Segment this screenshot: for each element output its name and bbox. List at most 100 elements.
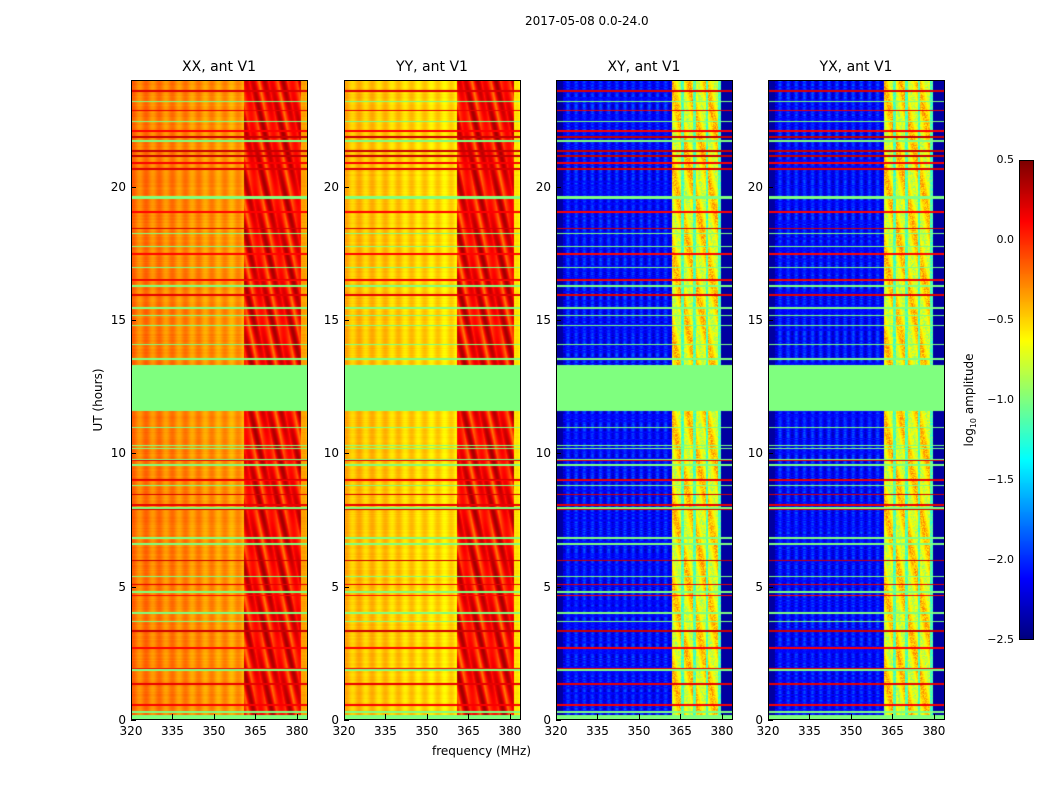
x-tick-label: 350 <box>202 724 226 738</box>
x-tick-label: 365 <box>669 724 692 738</box>
x-tick-mark <box>850 714 852 719</box>
x-tick-mark <box>213 714 215 719</box>
x-tick-label: 320 <box>332 724 356 738</box>
y-tick-mark <box>131 320 136 321</box>
x-tick-label: 350 <box>415 724 439 738</box>
colorbar-tick-label: −1.5 <box>987 473 1014 486</box>
panel-title: YY, ant V1 <box>396 59 468 75</box>
y-tick-mark <box>556 453 561 455</box>
y-tick-label: 0 <box>543 713 551 727</box>
x-tick-label: 335 <box>586 724 609 738</box>
heatmap-image <box>769 81 944 719</box>
x-tick-label: 320 <box>119 724 143 738</box>
x-tick-mark <box>296 714 298 719</box>
y-tick-mark <box>344 186 349 188</box>
x-tick-label: 380 <box>498 724 522 738</box>
y-tick-mark <box>556 586 561 588</box>
y-tick-label: 5 <box>118 579 126 594</box>
x-tick-label: 365 <box>244 724 267 738</box>
x-tick-mark <box>344 714 345 719</box>
y-tick-label: 10 <box>747 446 763 461</box>
panel-title: XY, ant V1 <box>607 59 681 75</box>
x-tick-mark <box>768 714 769 719</box>
y-tick-mark <box>768 453 773 455</box>
y-tick-mark <box>131 586 136 588</box>
colorbar-tick-label: −2.5 <box>987 633 1014 646</box>
y-tick-label: 0 <box>331 713 339 727</box>
x-tick-mark <box>597 714 599 719</box>
y-tick-mark <box>768 586 773 588</box>
x-tick-mark <box>509 714 511 719</box>
y-tick-mark <box>131 453 136 455</box>
x-tick-mark <box>680 714 682 719</box>
y-tick-label: 20 <box>110 179 126 194</box>
y-tick-mark <box>768 186 773 188</box>
x-tick-label: 320 <box>544 724 568 738</box>
y-tick-label: 20 <box>747 179 763 194</box>
y-tick-mark <box>556 320 561 321</box>
x-tick-mark <box>892 714 894 719</box>
y-tick-mark <box>344 320 349 321</box>
x-tick-label: 365 <box>881 724 904 738</box>
colorbar-label-sub: 10 <box>969 417 979 429</box>
y-tick-mark <box>556 186 561 188</box>
x-tick-label: 320 <box>756 724 780 738</box>
colorbar-label: log10 amplitude <box>962 354 978 447</box>
y-tick-label: 0 <box>755 713 763 727</box>
colorbar-label-log: log <box>961 428 976 447</box>
x-tick-mark <box>385 714 387 719</box>
y-tick-mark <box>556 720 561 721</box>
y-tick-label: 15 <box>110 313 126 327</box>
heatmap-panel-3 <box>556 80 733 720</box>
y-tick-label: 20 <box>323 179 339 194</box>
x-tick-label: 335 <box>374 724 397 738</box>
heatmap-image <box>557 81 732 719</box>
y-tick-mark <box>344 453 349 455</box>
y-tick-label: 15 <box>323 313 339 327</box>
heatmap-panel-1 <box>131 80 308 720</box>
x-tick-label: 365 <box>457 724 480 738</box>
heatmap-image <box>132 81 307 719</box>
x-tick-mark <box>426 714 428 719</box>
y-tick-label: 10 <box>110 446 126 461</box>
x-tick-mark <box>255 714 257 719</box>
y-tick-mark <box>131 186 136 188</box>
colorbar-tick-label: −2.0 <box>987 553 1014 566</box>
colorbar <box>1019 160 1034 640</box>
x-tick-mark <box>468 714 470 719</box>
y-tick-mark <box>768 320 773 321</box>
y-tick-mark <box>344 586 349 588</box>
x-tick-mark <box>556 714 557 719</box>
y-tick-mark <box>131 720 136 721</box>
y-tick-label: 5 <box>755 579 763 594</box>
y-tick-label: 5 <box>543 579 551 594</box>
x-tick-label: 380 <box>285 724 309 738</box>
x-tick-label: 350 <box>627 724 651 738</box>
heatmap-image <box>345 81 520 719</box>
y-tick-label: 20 <box>535 179 551 194</box>
x-tick-label: 335 <box>161 724 184 738</box>
panel-title: YX, ant V1 <box>819 59 893 75</box>
x-tick-mark <box>172 714 174 719</box>
x-tick-mark <box>933 714 935 719</box>
x-tick-label: 380 <box>922 724 946 738</box>
y-tick-mark <box>768 720 773 721</box>
heatmap-panel-4 <box>768 80 945 720</box>
y-tick-label: 15 <box>535 313 551 327</box>
colorbar-tick-label: −0.5 <box>987 313 1014 326</box>
x-tick-label: 335 <box>798 724 821 738</box>
y-tick-label: 10 <box>323 446 339 461</box>
panel-title: XX, ant V1 <box>182 59 256 75</box>
colorbar-tick-label: 0.5 <box>996 153 1015 166</box>
x-tick-mark <box>131 714 132 719</box>
x-tick-label: 350 <box>839 724 863 738</box>
heatmap-panel-2 <box>344 80 521 720</box>
y-axis-label: UT (hours) <box>91 368 105 432</box>
x-tick-mark <box>638 714 640 719</box>
x-tick-mark <box>721 714 723 719</box>
x-tick-label: 380 <box>710 724 734 738</box>
x-tick-mark <box>809 714 811 719</box>
colorbar-tick-label: 0.0 <box>996 233 1015 246</box>
x-axis-label: frequency (MHz) <box>432 744 532 758</box>
